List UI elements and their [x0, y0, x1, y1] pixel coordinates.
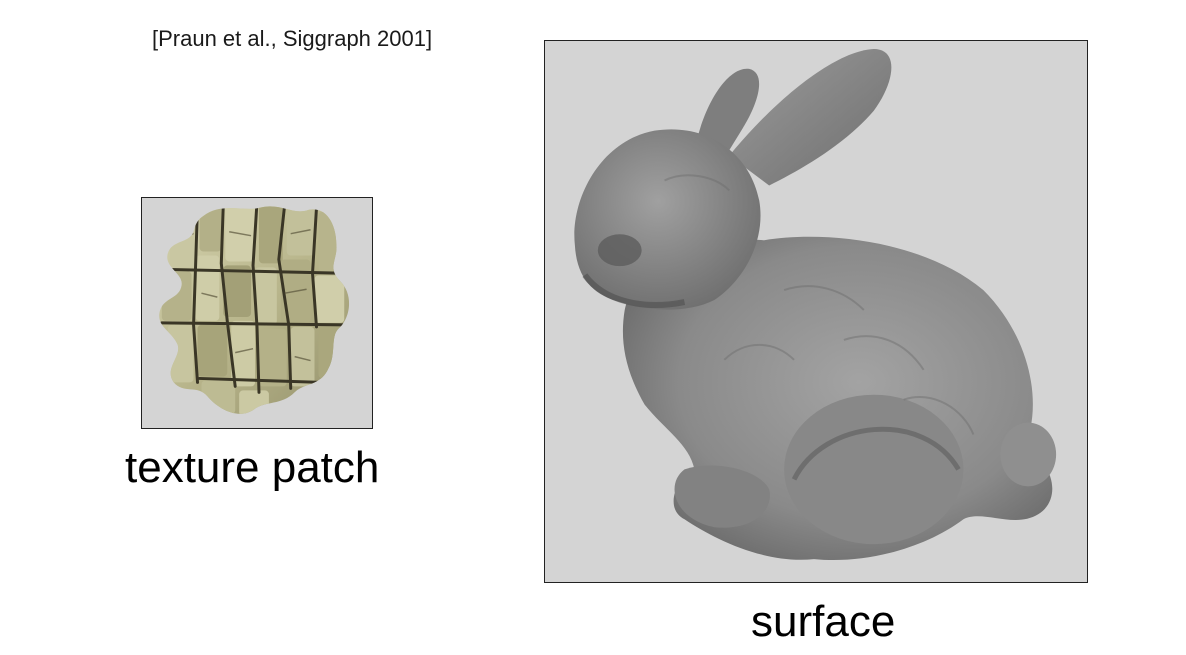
surface-caption: surface — [751, 597, 896, 646]
stanford-bunny-image — [574, 48, 1057, 561]
stone-texture — [159, 206, 350, 414]
texture-patch-panel — [141, 197, 373, 429]
stone-texture-patch-image — [159, 206, 350, 414]
texture-patch-caption: texture patch — [125, 443, 380, 492]
bunny-shape — [574, 48, 1057, 561]
citation-text: [Praun et al., Siggraph 2001] — [152, 26, 433, 51]
surface-panel — [544, 40, 1088, 583]
